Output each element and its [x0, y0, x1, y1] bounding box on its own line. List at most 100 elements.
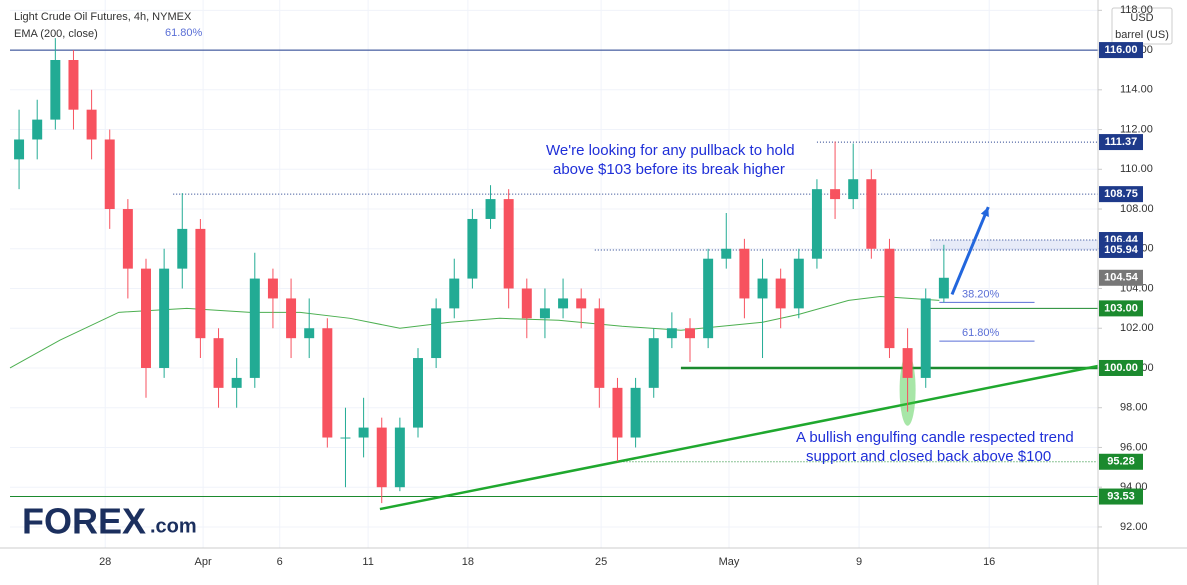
- range-band: [930, 240, 1098, 250]
- candle-body: [576, 298, 587, 309]
- y-tick-label: 114.00: [1120, 84, 1153, 96]
- level-label-box: [1099, 453, 1143, 470]
- candle-body: [848, 179, 859, 200]
- level-label-box: [1099, 488, 1143, 505]
- candle-body: [358, 427, 369, 438]
- y-tick-label: 108.00: [1120, 203, 1154, 215]
- candle-body: [449, 278, 460, 309]
- candle-body: [394, 427, 405, 488]
- candle-body: [68, 60, 79, 110]
- y-tick-label: 112.00: [1120, 123, 1153, 135]
- indicator-label: EMA (200, close): [14, 28, 98, 40]
- candle-body: [757, 278, 768, 299]
- candle-body: [503, 199, 514, 289]
- candle-body: [467, 218, 478, 279]
- candle-body: [594, 308, 605, 388]
- candle-body: [630, 387, 641, 438]
- level-label: 104.54: [1104, 272, 1139, 284]
- level-label: 116.00: [1104, 44, 1137, 56]
- level-label: 111.37: [1105, 136, 1137, 148]
- candle-body: [938, 277, 949, 299]
- candle-body: [413, 358, 423, 428]
- candle-body: [141, 268, 151, 368]
- candle-body: [811, 189, 822, 259]
- level-label: 93.53: [1107, 490, 1135, 502]
- x-tick-label: May: [719, 556, 740, 568]
- y-tick-label: 110.00: [1120, 163, 1153, 175]
- level-label-box: [1099, 134, 1143, 151]
- annotation: A bullish engulfing candle respected tre…: [796, 429, 1074, 446]
- candle-body: [685, 328, 695, 339]
- candle-body: [920, 298, 931, 378]
- arrow-head: [980, 207, 989, 218]
- plot-area: [9, 0, 1099, 548]
- candle-body: [322, 328, 333, 438]
- candle-body: [703, 258, 714, 339]
- candle-body: [213, 338, 224, 388]
- level-label-box: [1099, 359, 1143, 376]
- annotation: We're looking for any pullback to hold: [546, 142, 795, 159]
- candle-body: [793, 258, 804, 309]
- candle-body: [340, 437, 351, 439]
- chart-title: Light Crude Oil Futures, 4h, NYMEX: [14, 11, 192, 23]
- candle-body: [830, 189, 841, 200]
- candle-body: [721, 248, 732, 259]
- fib-label: 61.80%: [962, 327, 1000, 339]
- candle-body: [539, 308, 550, 319]
- y-tick-label: 118.00: [1120, 4, 1153, 16]
- candle-body: [648, 338, 659, 388]
- candle-body: [666, 328, 677, 339]
- candle-body: [884, 248, 895, 349]
- trendline: [379, 364, 1099, 511]
- x-tick-label: 16: [983, 556, 995, 568]
- candle-body: [86, 109, 97, 140]
- candle-body: [521, 288, 532, 319]
- candle-body: [558, 298, 569, 309]
- candle-body: [485, 199, 496, 219]
- x-tick-label: 11: [362, 556, 373, 568]
- level-label-box: [1099, 241, 1143, 258]
- level-label: 105.94: [1104, 244, 1139, 256]
- annotation: support and closed back above $100: [806, 448, 1051, 465]
- candle-body: [866, 179, 877, 249]
- x-tick-label: 6: [277, 556, 283, 568]
- logo: FOREX: [22, 501, 146, 542]
- level-label-box: [1099, 186, 1143, 203]
- candle-body: [376, 427, 387, 488]
- x-tick-label: 25: [595, 556, 607, 568]
- x-tick-label: Apr: [195, 556, 212, 568]
- candle-body: [122, 209, 133, 269]
- level-label: 95.28: [1107, 456, 1135, 468]
- fib-label: 38.20%: [962, 288, 1000, 300]
- level-label-box: [1099, 269, 1143, 286]
- y-tick-label: 102.00: [1120, 322, 1154, 334]
- arrow: [950, 206, 990, 296]
- candle-body: [104, 139, 115, 210]
- candle-body: [902, 348, 913, 378]
- fib-label: 61.80%: [165, 27, 203, 39]
- candle-body: [739, 248, 750, 299]
- candle-body: [50, 60, 61, 120]
- candle-body: [304, 328, 315, 339]
- y-tick-label: 92.00: [1120, 521, 1148, 533]
- level-label-box: [1099, 42, 1143, 59]
- candle-body: [249, 278, 260, 378]
- candle-body: [431, 308, 442, 359]
- candle-body: [286, 298, 297, 339]
- candle-body: [177, 228, 188, 269]
- candle-body: [195, 228, 206, 339]
- x-tick-label: 18: [462, 556, 474, 568]
- candle-body: [32, 119, 43, 140]
- candle-body: [775, 278, 786, 309]
- level-label: 108.75: [1104, 188, 1138, 200]
- unit: barrel (US): [1115, 29, 1169, 41]
- level-label-box: [1099, 300, 1143, 317]
- annotation: above $103 before its break higher: [553, 161, 785, 178]
- level-label: 100.00: [1104, 362, 1138, 374]
- candle-body: [14, 139, 25, 160]
- candle-body: [267, 278, 278, 299]
- y-tick-label: 98.00: [1120, 402, 1148, 414]
- x-tick-label: 9: [856, 556, 862, 568]
